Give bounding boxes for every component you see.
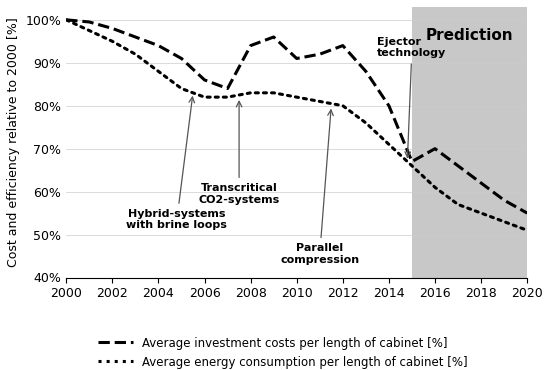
Text: Ejector
technology: Ejector technology xyxy=(377,37,447,157)
Text: Parallel
compression: Parallel compression xyxy=(280,110,359,265)
Y-axis label: Cost and efficiency relative to 2000 [%]: Cost and efficiency relative to 2000 [%] xyxy=(7,17,20,267)
Text: Prediction: Prediction xyxy=(426,28,513,43)
Text: Transcritical
CO2-systems: Transcritical CO2-systems xyxy=(199,101,280,205)
Bar xyxy=(412,7,538,277)
Legend: Average investment costs per length of cabinet [%], Average energy consumption p: Average investment costs per length of c… xyxy=(93,332,473,370)
Text: Hybrid-systems
with brine loops: Hybrid-systems with brine loops xyxy=(126,97,227,231)
